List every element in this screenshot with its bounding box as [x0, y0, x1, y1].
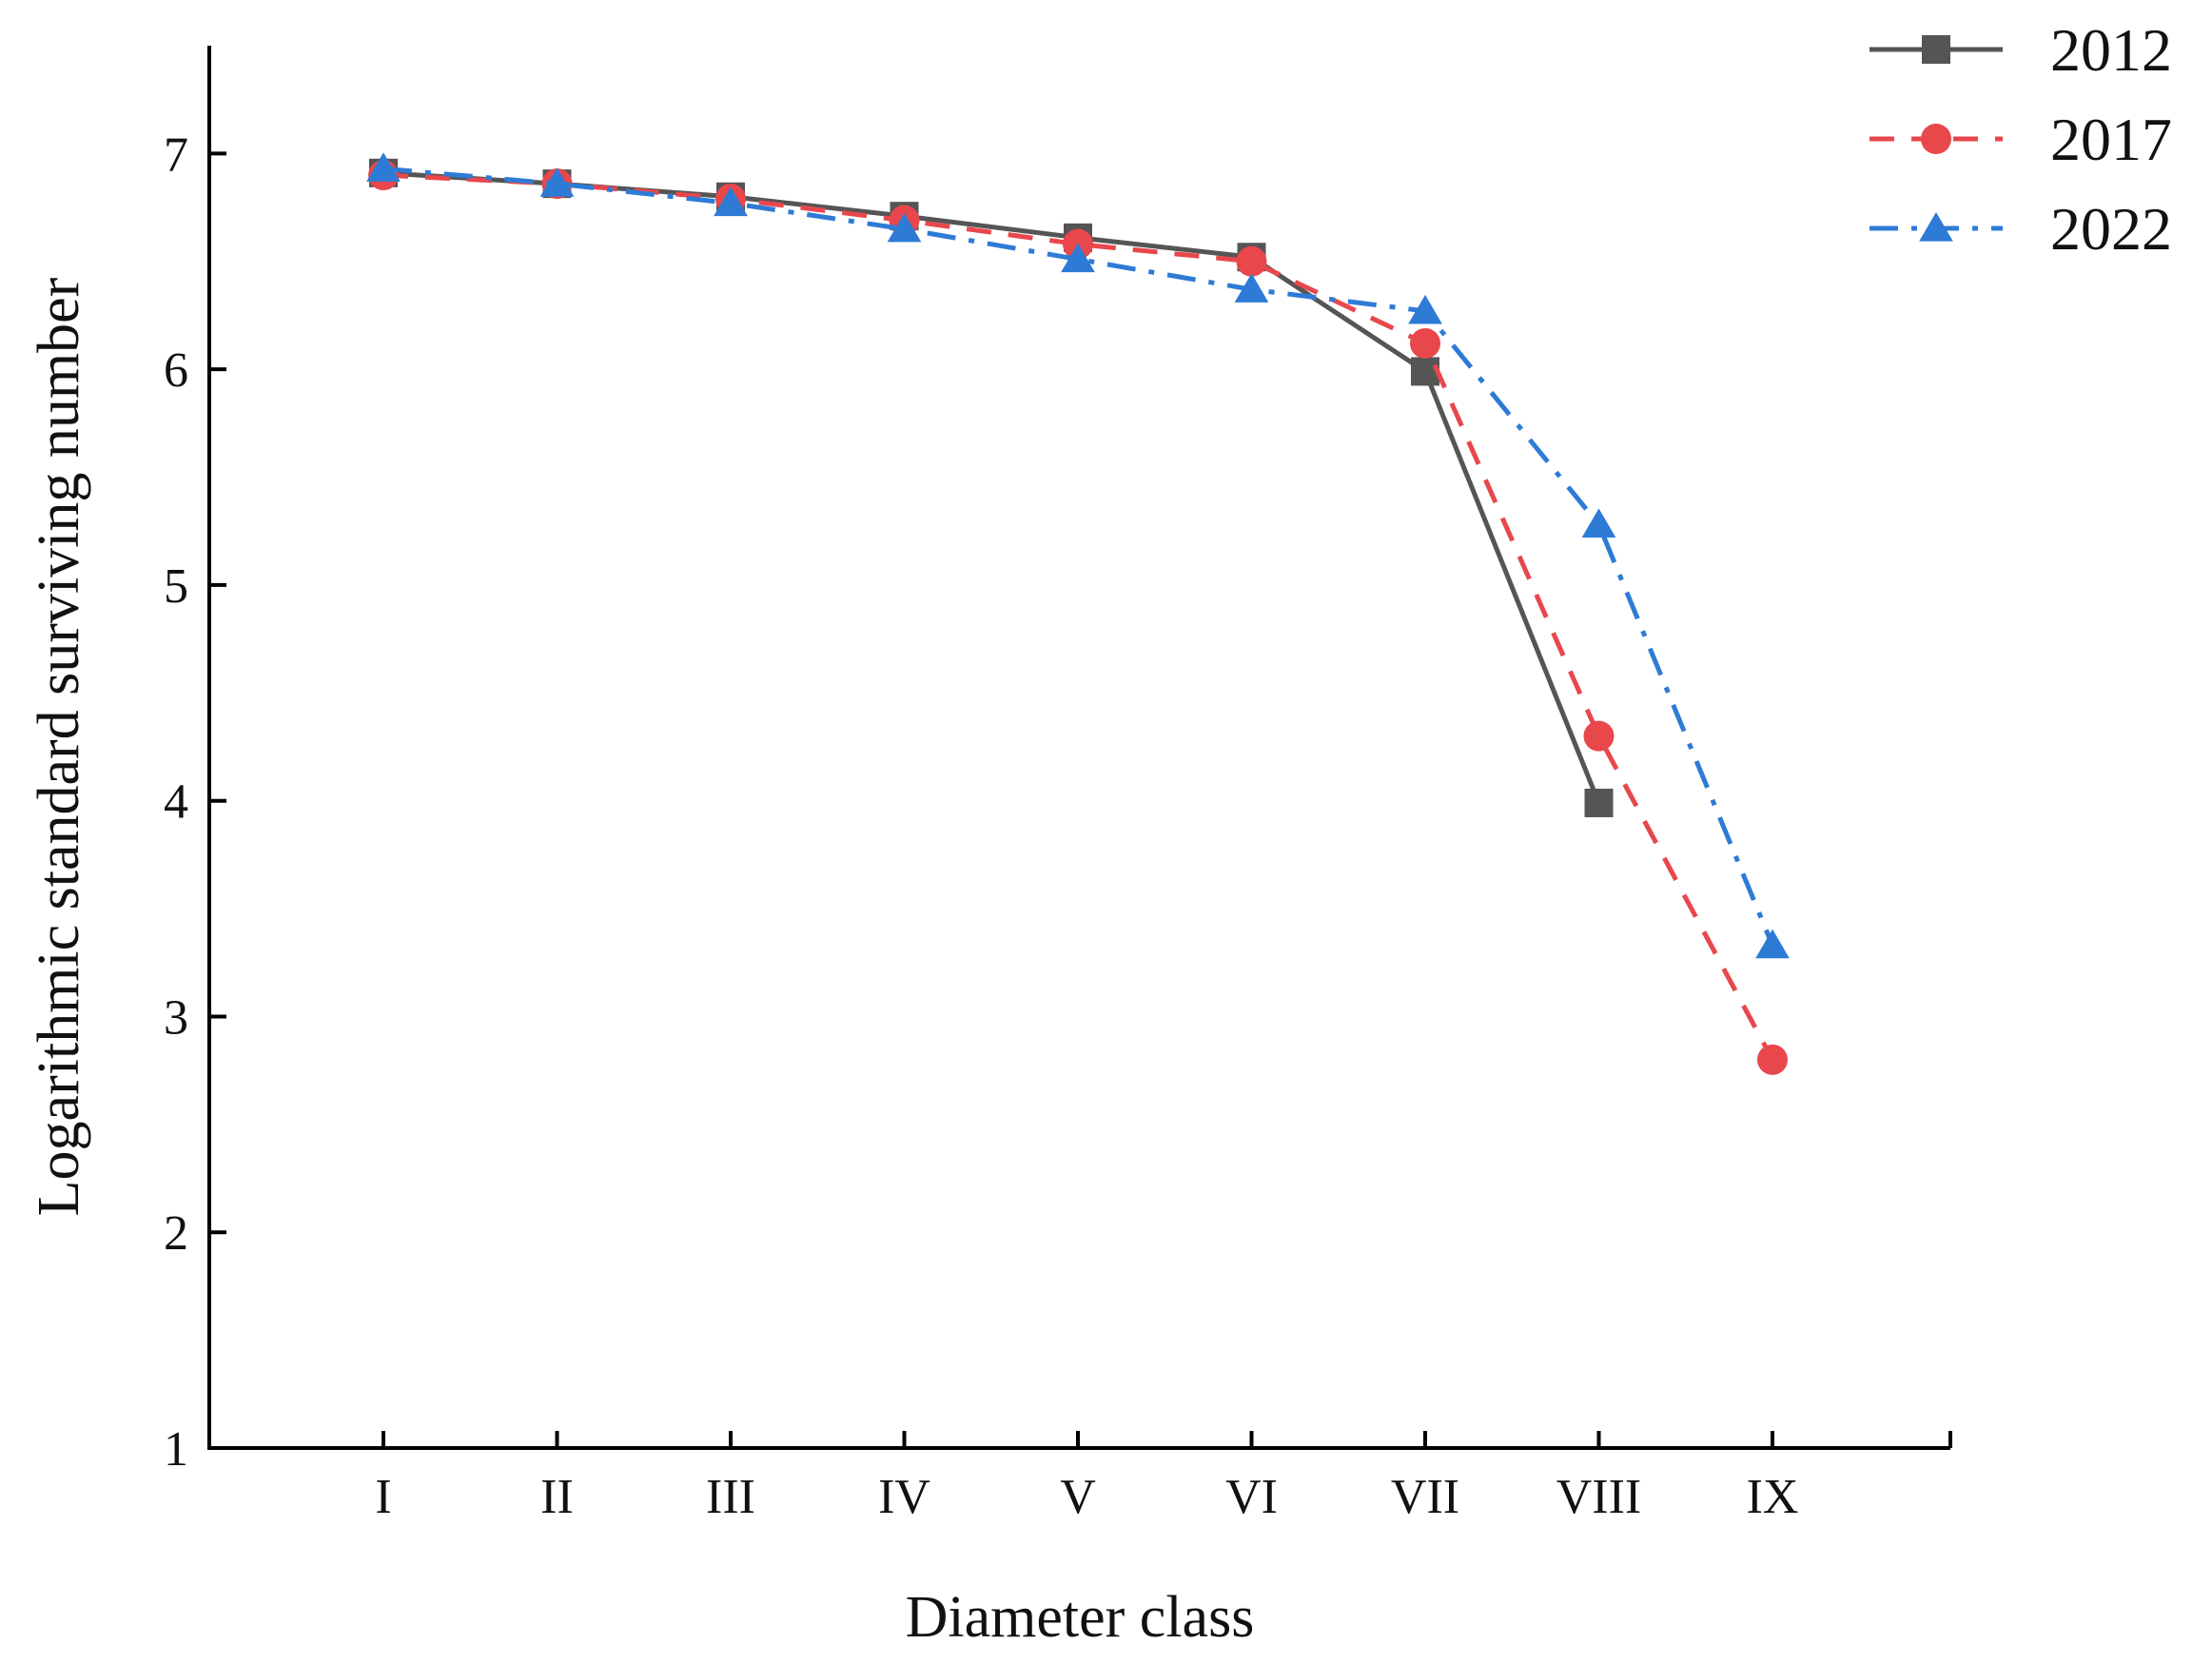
x-tick-label-IX: IX	[1747, 1470, 1799, 1524]
legend-label-2017: 2017	[2050, 106, 2172, 173]
series-line-2012	[382, 170, 1601, 804]
y-tick-label-7: 7	[164, 127, 188, 182]
legend-item-2017: 2017	[1869, 106, 2172, 173]
series-line-2017	[382, 172, 1775, 1061]
y-tick-label-6: 6	[164, 343, 188, 398]
x-axis-title: Diameter class	[906, 1585, 1255, 1650]
point-2012-VIII	[1584, 788, 1614, 817]
point-2022-III	[714, 186, 748, 217]
x-tick-label-V: V	[1060, 1470, 1096, 1524]
point-2012-VII	[1411, 357, 1439, 386]
point-2017-VI	[1236, 245, 1267, 277]
legend-marker-2012	[1922, 35, 1950, 64]
point-2022-VII	[1408, 294, 1442, 324]
point-2022-II	[539, 167, 575, 197]
y-axis-title: Logarithmic standard surviving number	[27, 277, 91, 1216]
y-tick-label-4: 4	[164, 775, 188, 830]
x-tick-label-VIII: VIII	[1556, 1470, 1642, 1524]
y-tick-label-1: 1	[164, 1422, 188, 1477]
x-tick-label-VII: VII	[1391, 1470, 1459, 1524]
y-tick-label-5: 5	[164, 559, 188, 614]
series-2012	[369, 158, 1614, 817]
series-2017	[368, 160, 1788, 1075]
point-2022-V	[1061, 243, 1095, 273]
point-2022-I	[366, 152, 401, 182]
legend-item-2012: 2012	[1869, 16, 2172, 84]
series-2022	[366, 152, 1790, 959]
x-tick-label-I: I	[375, 1470, 391, 1524]
series-layer	[366, 152, 1790, 1075]
point-2022-IV	[887, 212, 922, 243]
x-ticks: I II III IV V VI VII VIII IX	[375, 1431, 1952, 1524]
legend-item-2022: 2022	[1869, 195, 2172, 263]
series-line-2022	[382, 166, 1775, 947]
x-tick-label-III: III	[706, 1470, 755, 1524]
point-2022-VIII	[1581, 508, 1616, 538]
x-tick-label-IV: IV	[878, 1470, 930, 1524]
legend-label-2012: 2012	[2050, 16, 2172, 84]
point-2022-IX	[1755, 929, 1790, 959]
y-tick-label-2: 2	[164, 1206, 188, 1261]
legend-marker-2017	[1921, 124, 1951, 154]
legend: 2012 2017 2022	[1869, 16, 2172, 263]
y-tick-label-3: 3	[164, 990, 188, 1045]
point-2017-VIII	[1583, 720, 1615, 752]
point-2022-VI	[1234, 273, 1269, 303]
point-2017-VII	[1410, 327, 1440, 359]
legend-marker-2022	[1919, 212, 1953, 242]
x-tick-label-II: II	[540, 1470, 574, 1524]
x-tick-label-VI: VI	[1225, 1470, 1278, 1524]
y-ticks: 1 2 3 4 5 6 7	[164, 127, 226, 1477]
legend-label-2022: 2022	[2050, 195, 2172, 263]
point-2017-IX	[1757, 1044, 1788, 1075]
